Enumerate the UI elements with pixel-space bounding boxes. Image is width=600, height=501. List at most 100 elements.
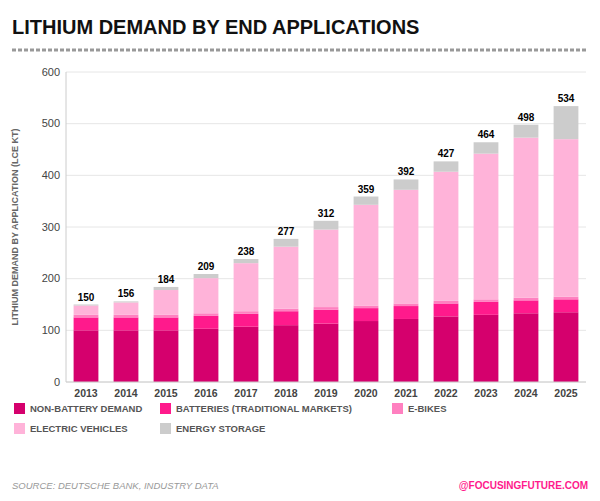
grid-line xyxy=(66,175,586,176)
bar-segment xyxy=(74,305,99,306)
bar-segment xyxy=(314,230,339,307)
grid-line xyxy=(66,72,586,73)
bar-segment xyxy=(434,161,459,171)
x-tick-label: 2022 xyxy=(434,387,458,399)
legend-label: ELECTRIC VEHICLES xyxy=(30,423,128,434)
bar-segment xyxy=(394,306,419,319)
total-label: 184 xyxy=(158,274,175,285)
bar-segment xyxy=(154,315,179,318)
bar-segment xyxy=(434,316,459,382)
bar-segment xyxy=(234,327,259,382)
y-tick-label: 600 xyxy=(42,66,60,78)
total-label: 312 xyxy=(318,208,335,219)
bar-segment xyxy=(474,154,499,300)
total-label: 150 xyxy=(78,292,95,303)
legend-label: ENERGY STORAGE xyxy=(176,423,265,434)
y-tick-label: 300 xyxy=(42,221,60,233)
bar-segment xyxy=(154,287,179,290)
total-label: 427 xyxy=(438,148,455,159)
total-label: 156 xyxy=(118,288,135,299)
bar-segment xyxy=(314,310,339,324)
legend-swatch xyxy=(14,423,25,434)
bar-segment xyxy=(154,317,179,330)
bar-segment xyxy=(234,311,259,314)
bar-segment xyxy=(554,139,579,297)
bar-segment xyxy=(194,274,219,278)
bar-segment xyxy=(394,179,419,189)
bar-segment xyxy=(514,138,539,298)
bar-segment xyxy=(194,313,219,316)
y-grid xyxy=(66,72,586,382)
bar-segment xyxy=(74,315,99,318)
bar-segment xyxy=(474,302,499,315)
y-axis xyxy=(66,72,67,382)
bar-segment xyxy=(274,325,299,382)
y-axis-label: LITHIUM DEMAND BY APPLICATION (LCE KT) xyxy=(10,129,20,326)
bar-segment xyxy=(354,205,379,306)
bar-segment xyxy=(354,308,379,321)
bar-segment xyxy=(194,316,219,329)
bar-segment xyxy=(554,106,579,139)
bar-segment xyxy=(194,329,219,382)
bar-segment xyxy=(114,330,139,382)
bar-segment xyxy=(234,263,259,311)
bar-segment xyxy=(314,221,339,230)
bar-segment xyxy=(394,319,419,382)
bar-segment xyxy=(114,302,139,314)
y-tick-label: 500 xyxy=(42,117,60,129)
total-label: 464 xyxy=(478,129,495,140)
bar-segment xyxy=(314,307,339,310)
bar-segment xyxy=(74,306,99,315)
x-tick-label: 2018 xyxy=(274,387,298,399)
legend-swatch xyxy=(160,423,171,434)
title-rule xyxy=(12,49,588,52)
legend-label: NON-BATTERY DEMAND xyxy=(30,403,142,414)
grid-line xyxy=(66,123,586,124)
bar-segment xyxy=(474,142,499,153)
legend-label: BATTERIES (TRADITIONAL MARKETS) xyxy=(176,403,352,414)
y-tick-label: 200 xyxy=(42,272,60,284)
total-label: 277 xyxy=(278,226,295,237)
x-tick-label: 2016 xyxy=(194,387,218,399)
y-tick-label: 100 xyxy=(42,324,60,336)
bar-segment xyxy=(234,314,259,327)
bar-segment xyxy=(74,317,99,330)
y-tick-label: 0 xyxy=(54,376,60,388)
bar-segment xyxy=(474,315,499,382)
x-tick-label: 2025 xyxy=(554,387,578,399)
x-tick-label: 2017 xyxy=(234,387,258,399)
bar-segment xyxy=(514,125,539,138)
bar-segment xyxy=(394,303,419,306)
bar-segment xyxy=(274,239,299,247)
x-tick-label: 2014 xyxy=(114,387,138,399)
legend-swatch xyxy=(392,403,403,414)
bar-segment xyxy=(434,301,459,304)
bar-segment xyxy=(114,317,139,330)
bar-segment xyxy=(554,297,579,300)
total-label: 392 xyxy=(398,166,415,177)
x-tick-label: 2020 xyxy=(354,387,378,399)
bar-segment xyxy=(194,278,219,313)
y-tick-label: 400 xyxy=(42,169,60,181)
bar-segment xyxy=(314,324,339,382)
bar-segment xyxy=(434,303,459,316)
chart: LITHIUM DEMAND BY END APPLICATIONS010020… xyxy=(0,0,600,501)
x-tick-label: 2021 xyxy=(394,387,418,399)
bar-segment xyxy=(274,311,299,325)
total-label: 498 xyxy=(518,112,535,123)
bar-segment xyxy=(354,306,379,309)
bar-segment xyxy=(554,299,579,312)
bar-segment xyxy=(234,259,259,263)
bar-segment xyxy=(114,301,139,302)
total-label: 209 xyxy=(198,261,215,272)
x-tick-label: 2024 xyxy=(514,387,538,399)
legend-swatch xyxy=(160,403,171,414)
total-label: 359 xyxy=(358,184,375,195)
legend-swatch xyxy=(14,403,25,414)
x-tick-label: 2013 xyxy=(74,387,98,399)
bar-segment xyxy=(274,247,299,309)
bar-segment xyxy=(474,299,499,302)
grid-line xyxy=(66,382,586,383)
bars xyxy=(74,106,579,382)
bar-segment xyxy=(154,330,179,382)
